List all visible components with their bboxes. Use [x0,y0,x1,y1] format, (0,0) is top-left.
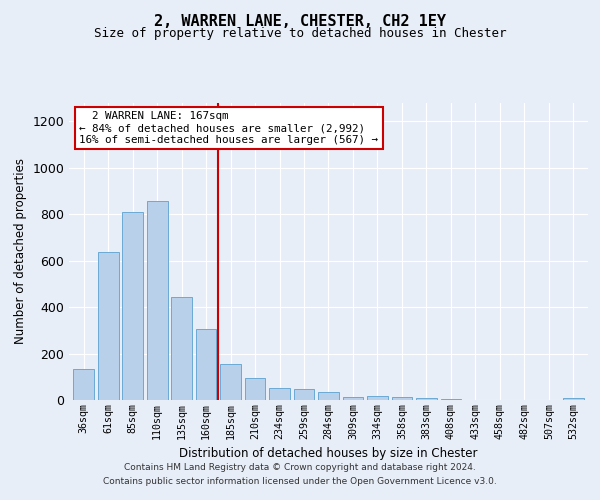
Bar [147,200,167,400]
Text: Contains HM Land Registry data © Crown copyright and database right 2024.: Contains HM Land Registry data © Crown c… [124,464,476,472]
Bar [343,396,364,400]
Bar [73,370,94,400]
Bar [318,392,339,400]
Bar [392,396,412,400]
Text: Contains public sector information licensed under the Open Government Licence v3: Contains public sector information licen… [103,477,497,486]
Y-axis label: Number of detached properties: Number of detached properties [14,158,27,344]
Bar [245,378,265,400]
Bar [220,364,241,400]
Bar [171,296,192,400]
Bar [563,398,584,400]
Bar [293,389,314,400]
Bar [367,396,388,400]
Text: Size of property relative to detached houses in Chester: Size of property relative to detached ho… [94,28,506,40]
Text: 2 WARREN LANE: 167sqm  
← 84% of detached houses are smaller (2,992)
16% of semi: 2 WARREN LANE: 167sqm ← 84% of detached … [79,112,379,144]
Bar [269,388,290,400]
Bar [122,212,143,400]
Bar [98,252,119,400]
Bar [416,398,437,400]
Bar [196,329,217,400]
Text: 2, WARREN LANE, CHESTER, CH2 1EY: 2, WARREN LANE, CHESTER, CH2 1EY [154,14,446,29]
X-axis label: Distribution of detached houses by size in Chester: Distribution of detached houses by size … [179,447,478,460]
